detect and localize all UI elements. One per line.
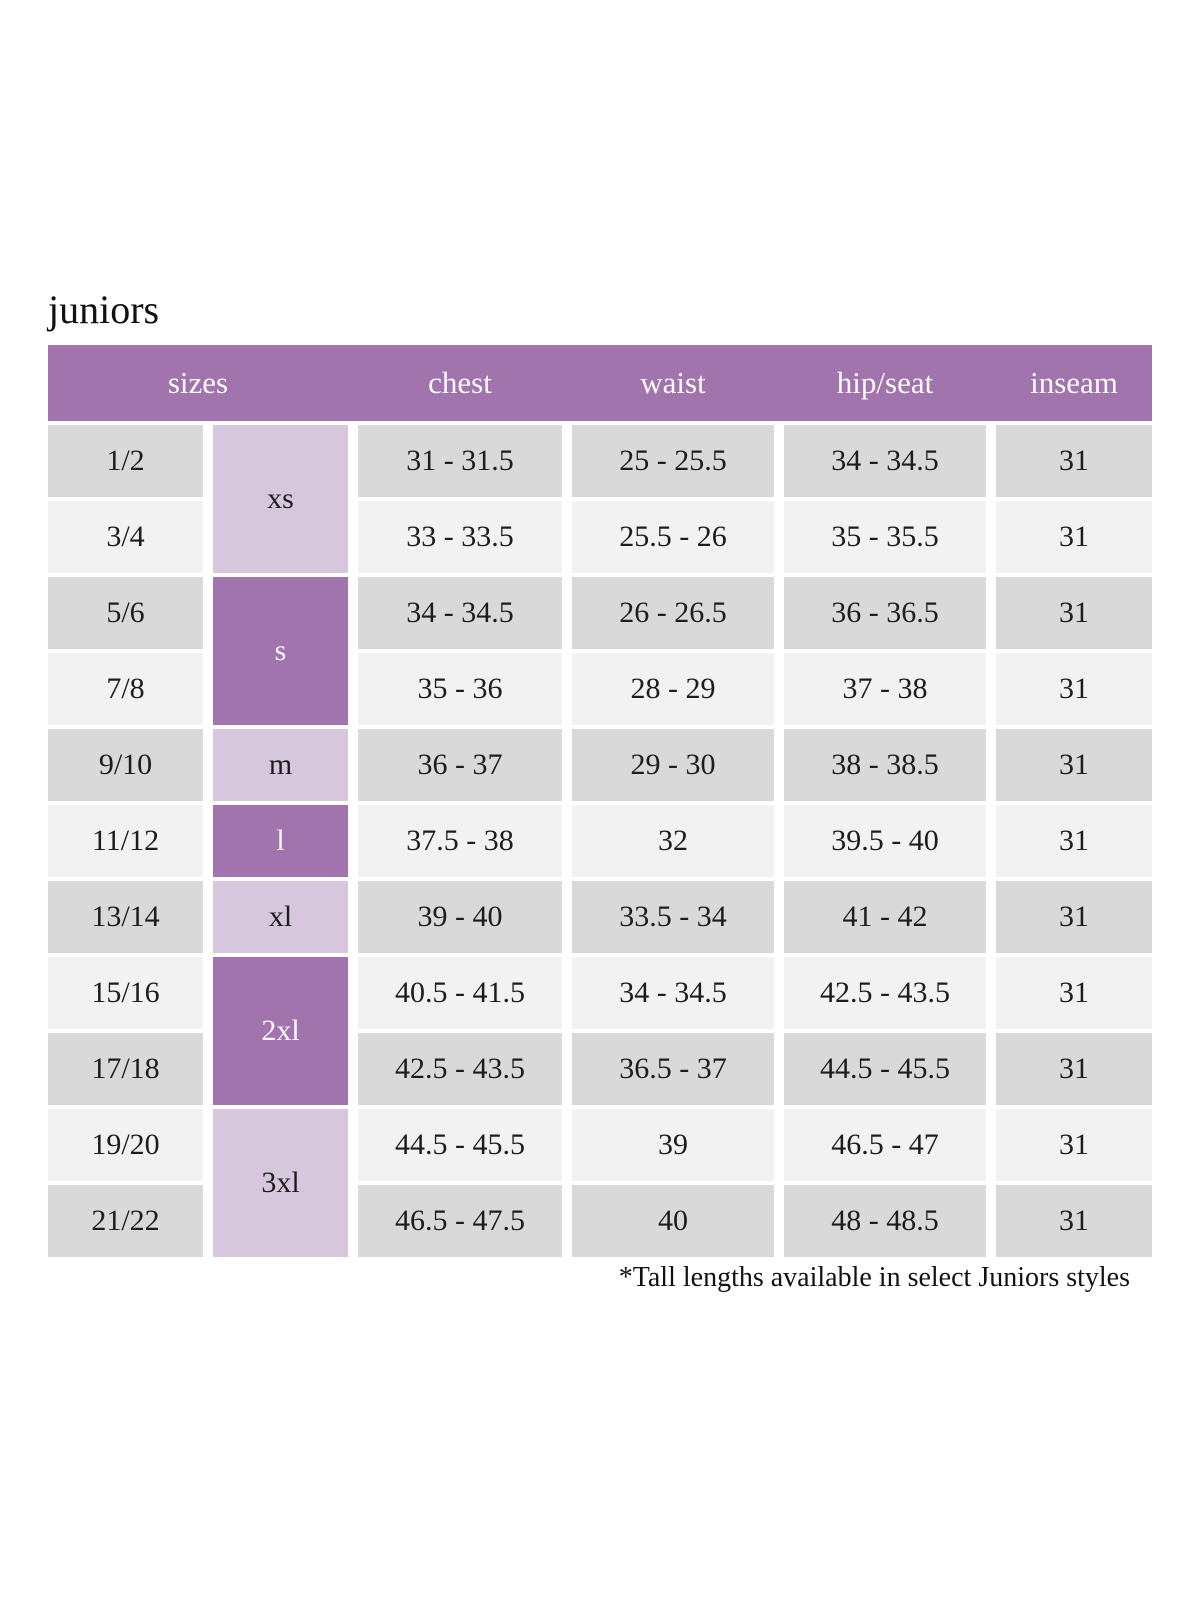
- column-header-sizes: sizes: [167, 365, 229, 400]
- waist-value-cell: 40: [572, 1185, 774, 1257]
- waist-value-cell: 29 - 30: [572, 729, 774, 801]
- inseam-value-cell: 31: [996, 805, 1152, 877]
- column-header-inseam: inseam: [1030, 365, 1118, 400]
- chest-value-cell: 46.5 - 47.5: [358, 1185, 562, 1257]
- chest-value-cell: 31 - 31.5: [358, 425, 562, 497]
- size-label-cell: 21/22: [48, 1185, 203, 1257]
- hip-seat-value-cell: 48 - 48.5: [784, 1185, 986, 1257]
- waist-value-cell: 25 - 25.5: [572, 425, 774, 497]
- juniors-size-chart-table: sizes chest waist hip/seat inseam xs s m l xl 2xl 3…: [48, 345, 1152, 1257]
- waist-value-cell: 28 - 29: [572, 653, 774, 725]
- inseam-value-cell: 31: [996, 1185, 1152, 1257]
- waist-value-cell: 26 - 26.5: [572, 577, 774, 649]
- chest-value-cell: 36 - 37: [358, 729, 562, 801]
- inseam-value-cell: 31: [996, 1033, 1152, 1105]
- inseam-value-cell: 31: [996, 729, 1152, 801]
- hip-seat-value-cell: 44.5 - 45.5: [784, 1033, 986, 1105]
- column-header-chest: chest: [428, 365, 492, 400]
- hip-seat-value-cell: 39.5 - 40: [784, 805, 986, 877]
- size-label-cell: 19/20: [48, 1109, 203, 1181]
- size-label-cell: 1/2: [48, 425, 203, 497]
- size-label-cell: 5/6: [48, 577, 203, 649]
- size-label-cell: 13/14: [48, 881, 203, 953]
- size-group-cell-xs: xs: [213, 425, 348, 573]
- waist-value-cell: 33.5 - 34: [572, 881, 774, 953]
- column-header-hip-seat: hip/seat: [836, 365, 934, 400]
- waist-value-cell: 39: [572, 1109, 774, 1181]
- inseam-value-cell: 31: [996, 957, 1152, 1029]
- table-header-background: [48, 345, 1152, 421]
- chest-value-cell: 40.5 - 41.5: [358, 957, 562, 1029]
- size-group-cell-xl: xl: [213, 881, 348, 953]
- footnote: *Tall lengths available in select Junior…: [618, 1262, 1130, 1293]
- chest-value-cell: 42.5 - 43.5: [358, 1033, 562, 1105]
- chest-value-cell: 44.5 - 45.5: [358, 1109, 562, 1181]
- hip-seat-value-cell: 37 - 38: [784, 653, 986, 725]
- size-label-cell: 17/18: [48, 1033, 203, 1105]
- inseam-value-cell: 31: [996, 425, 1152, 497]
- waist-value-cell: 32: [572, 805, 774, 877]
- inseam-value-cell: 31: [996, 577, 1152, 649]
- size-label-cell: 9/10: [48, 729, 203, 801]
- hip-seat-value-cell: 42.5 - 43.5: [784, 957, 986, 1029]
- size-group-cell-m: m: [213, 729, 348, 801]
- hip-seat-value-cell: 36 - 36.5: [784, 577, 986, 649]
- size-group-cell-3xl: 3xl: [213, 1109, 348, 1257]
- chest-value-cell: 39 - 40: [358, 881, 562, 953]
- inseam-value-cell: 31: [996, 1109, 1152, 1181]
- size-label-cell: 7/8: [48, 653, 203, 725]
- hip-seat-value-cell: 46.5 - 47: [784, 1109, 986, 1181]
- hip-seat-value-cell: 35 - 35.5: [784, 501, 986, 573]
- size-group-cell-s: s: [213, 577, 348, 725]
- chest-value-cell: 35 - 36: [358, 653, 562, 725]
- size-label-cell: 15/16: [48, 957, 203, 1029]
- size-group-cell-2xl: 2xl: [213, 957, 348, 1105]
- waist-value-cell: 36.5 - 37: [572, 1033, 774, 1105]
- page-title: juniors: [48, 287, 160, 332]
- waist-value-cell: 34 - 34.5: [572, 957, 774, 1029]
- size-group-cell-l: l: [213, 805, 348, 877]
- chest-value-cell: 34 - 34.5: [358, 577, 562, 649]
- size-label-cell: 11/12: [48, 805, 203, 877]
- hip-seat-value-cell: 38 - 38.5: [784, 729, 986, 801]
- column-header-waist: waist: [640, 365, 706, 400]
- waist-value-cell: 25.5 - 26: [572, 501, 774, 573]
- inseam-value-cell: 31: [996, 653, 1152, 725]
- inseam-value-cell: 31: [996, 881, 1152, 953]
- inseam-value-cell: 31: [996, 501, 1152, 573]
- hip-seat-value-cell: 34 - 34.5: [784, 425, 986, 497]
- chest-value-cell: 33 - 33.5: [358, 501, 562, 573]
- size-label-cell: 3/4: [48, 501, 203, 573]
- chest-value-cell: 37.5 - 38: [358, 805, 562, 877]
- hip-seat-value-cell: 41 - 42: [784, 881, 986, 953]
